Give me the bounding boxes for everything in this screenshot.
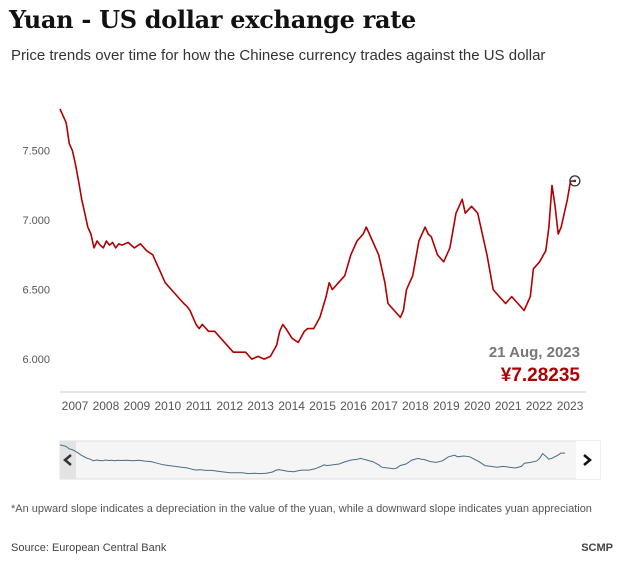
x-tick-label: 2022 [526, 399, 553, 413]
x-tick-label: 2018 [402, 399, 429, 413]
x-tick-label: 2017 [371, 399, 398, 413]
x-tick-label: 2011 [186, 399, 212, 413]
navigator-series-line [59, 444, 566, 475]
x-tick-label: 2015 [309, 399, 336, 413]
navigator-left-button[interactable] [60, 441, 76, 479]
x-tick-label: 2021 [495, 399, 522, 413]
x-tick-label: 2014 [278, 399, 305, 413]
x-tick-label: 2007 [62, 399, 89, 413]
navigator-right-button[interactable] [576, 441, 600, 479]
source-text: Source: European Central Bank [11, 542, 167, 554]
footnote: *An upward slope indicates a depreciatio… [11, 503, 592, 515]
annotation-date: 21 Aug, 2023 [489, 344, 580, 361]
annotation-value: ¥7.28235 [501, 365, 581, 386]
chart-title: Yuan - US dollar exchange rate [9, 5, 416, 34]
x-tick-label: 2020 [464, 399, 491, 413]
y-axis: 7.500 7.000 6.500 6.000 [22, 146, 50, 367]
y-tick-label: 7.000 [22, 215, 50, 227]
x-tick-label: 2010 [154, 399, 181, 413]
chevron-left-icon [63, 454, 72, 466]
latest-point-marker[interactable] [569, 175, 581, 187]
navigator[interactable] [59, 440, 601, 480]
series-line [59, 108, 575, 360]
y-tick-label: 6.500 [22, 285, 50, 297]
latest-point-dot [573, 179, 577, 183]
x-tick-label: 2012 [216, 399, 243, 413]
x-axis: 2007 2008 2009 2010 2011 2012 2013 2014 2015 2016… [62, 399, 584, 413]
y-tick-label: 6.000 [22, 354, 50, 366]
chart-area: 7.500 7.000 6.500 6.000 2007 2008 2009 2010 201… [22, 108, 601, 480]
x-tick-label: 2016 [340, 399, 367, 413]
x-tick-label: 2008 [93, 399, 120, 413]
chevron-right-icon [583, 454, 592, 466]
x-tick-label: 2023 [557, 399, 584, 413]
x-tick-label: 2009 [124, 399, 151, 413]
navigator-track [59, 440, 601, 480]
y-tick-label: 7.500 [22, 146, 50, 158]
x-tick-label: 2013 [247, 399, 274, 413]
chart-subtitle: Price trends over time for how the Chine… [11, 47, 546, 64]
x-tick-label: 2019 [433, 399, 460, 413]
brand-label: SCMP [581, 542, 613, 554]
